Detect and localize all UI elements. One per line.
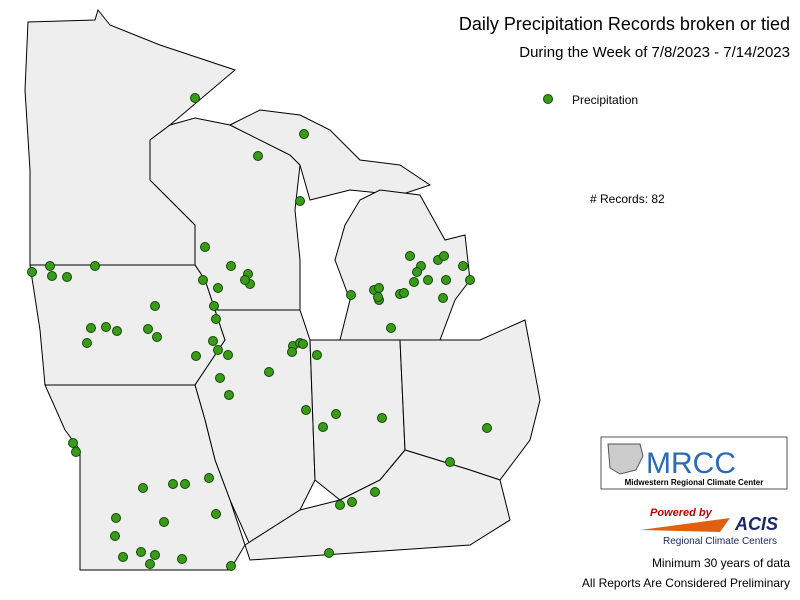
record-point (318, 422, 328, 432)
record-point (152, 332, 162, 342)
record-point (324, 548, 334, 558)
record-point (346, 290, 356, 300)
record-points (27, 93, 492, 571)
record-point (47, 271, 57, 281)
record-point (240, 275, 250, 285)
record-point (177, 554, 187, 564)
record-point (445, 457, 455, 467)
record-point (347, 497, 357, 507)
record-point (399, 288, 409, 298)
states (24, 8, 541, 571)
acis-powered: Powered by (650, 507, 713, 519)
record-point (287, 347, 297, 357)
record-point (253, 151, 263, 161)
record-point (27, 267, 37, 277)
record-point (208, 336, 218, 346)
record-point (312, 350, 322, 360)
record-point (438, 293, 448, 303)
record-point (198, 275, 208, 285)
record-point (200, 242, 210, 252)
record-point (62, 272, 72, 282)
acis-swoosh (640, 518, 730, 532)
logo-full-name: Midwestern Regional Climate Center (625, 478, 764, 487)
record-point (465, 275, 475, 285)
kentucky (244, 449, 511, 561)
record-point (138, 483, 148, 493)
logo-map (607, 443, 644, 475)
michigan-lower (334, 189, 471, 341)
record-point (409, 277, 419, 287)
record-point (295, 196, 305, 206)
record-point (423, 275, 433, 285)
record-point (82, 338, 92, 348)
record-point (110, 531, 120, 541)
record-point (299, 129, 309, 139)
record-point (159, 517, 169, 527)
record-point (191, 351, 201, 361)
record-point (143, 324, 153, 334)
record-point (111, 513, 121, 523)
iowa (29, 264, 226, 386)
record-point (226, 561, 236, 571)
record-point (150, 550, 160, 560)
michigan-upper (228, 109, 432, 201)
note: All Reports Are Considered Preliminary (582, 576, 790, 590)
record-point (386, 323, 396, 333)
record-point (118, 552, 128, 562)
record-point (441, 275, 451, 285)
record-point (145, 559, 155, 569)
record-point (190, 93, 200, 103)
record-point (412, 267, 422, 277)
subtitle: During the Week of 7/8/2023 - 7/14/2023 (519, 44, 790, 61)
record-point (373, 292, 383, 302)
record-point (215, 373, 225, 383)
record-point (335, 500, 345, 510)
note: Minimum 30 years of data (652, 556, 790, 570)
record-point (370, 487, 380, 497)
record-point (86, 323, 96, 333)
record-point (226, 261, 236, 271)
record-point (213, 283, 223, 293)
record-point (101, 322, 111, 332)
record-point (168, 479, 178, 489)
legend-label: Precipitation (572, 93, 638, 107)
record-point (439, 251, 449, 261)
record-point (224, 390, 234, 400)
record-point (405, 251, 415, 261)
record-point (301, 405, 311, 415)
record-point (264, 367, 274, 377)
record-point (112, 326, 122, 336)
record-point (482, 423, 492, 433)
record-point (71, 447, 81, 457)
record-point (204, 473, 214, 483)
record-point (377, 413, 387, 423)
record-point (45, 261, 55, 271)
record-point (211, 314, 221, 324)
acis-name: ACIS (734, 514, 778, 534)
record-point (298, 339, 308, 349)
record-point (90, 261, 100, 271)
record-point (223, 350, 233, 360)
records-count: # Records: 82 (590, 192, 665, 206)
record-point (136, 547, 146, 557)
record-point (458, 261, 468, 271)
record-point (68, 438, 78, 448)
record-point (180, 479, 190, 489)
record-point (213, 345, 223, 355)
logo-name: MRCC (646, 447, 736, 480)
mrcc-logo: MRCC Midwestern Regional Climate Center (600, 436, 788, 490)
acis-subtitle: Regional Climate Centers (663, 536, 777, 547)
record-point (374, 283, 384, 293)
record-point (150, 301, 160, 311)
title: Daily Precipitation Records broken or ti… (459, 14, 790, 34)
acis-logo: Powered by ACIS Regional Climate Centers (640, 507, 778, 547)
record-point (211, 509, 221, 519)
legend-marker (543, 94, 553, 104)
record-point (331, 409, 341, 419)
record-point (209, 301, 219, 311)
